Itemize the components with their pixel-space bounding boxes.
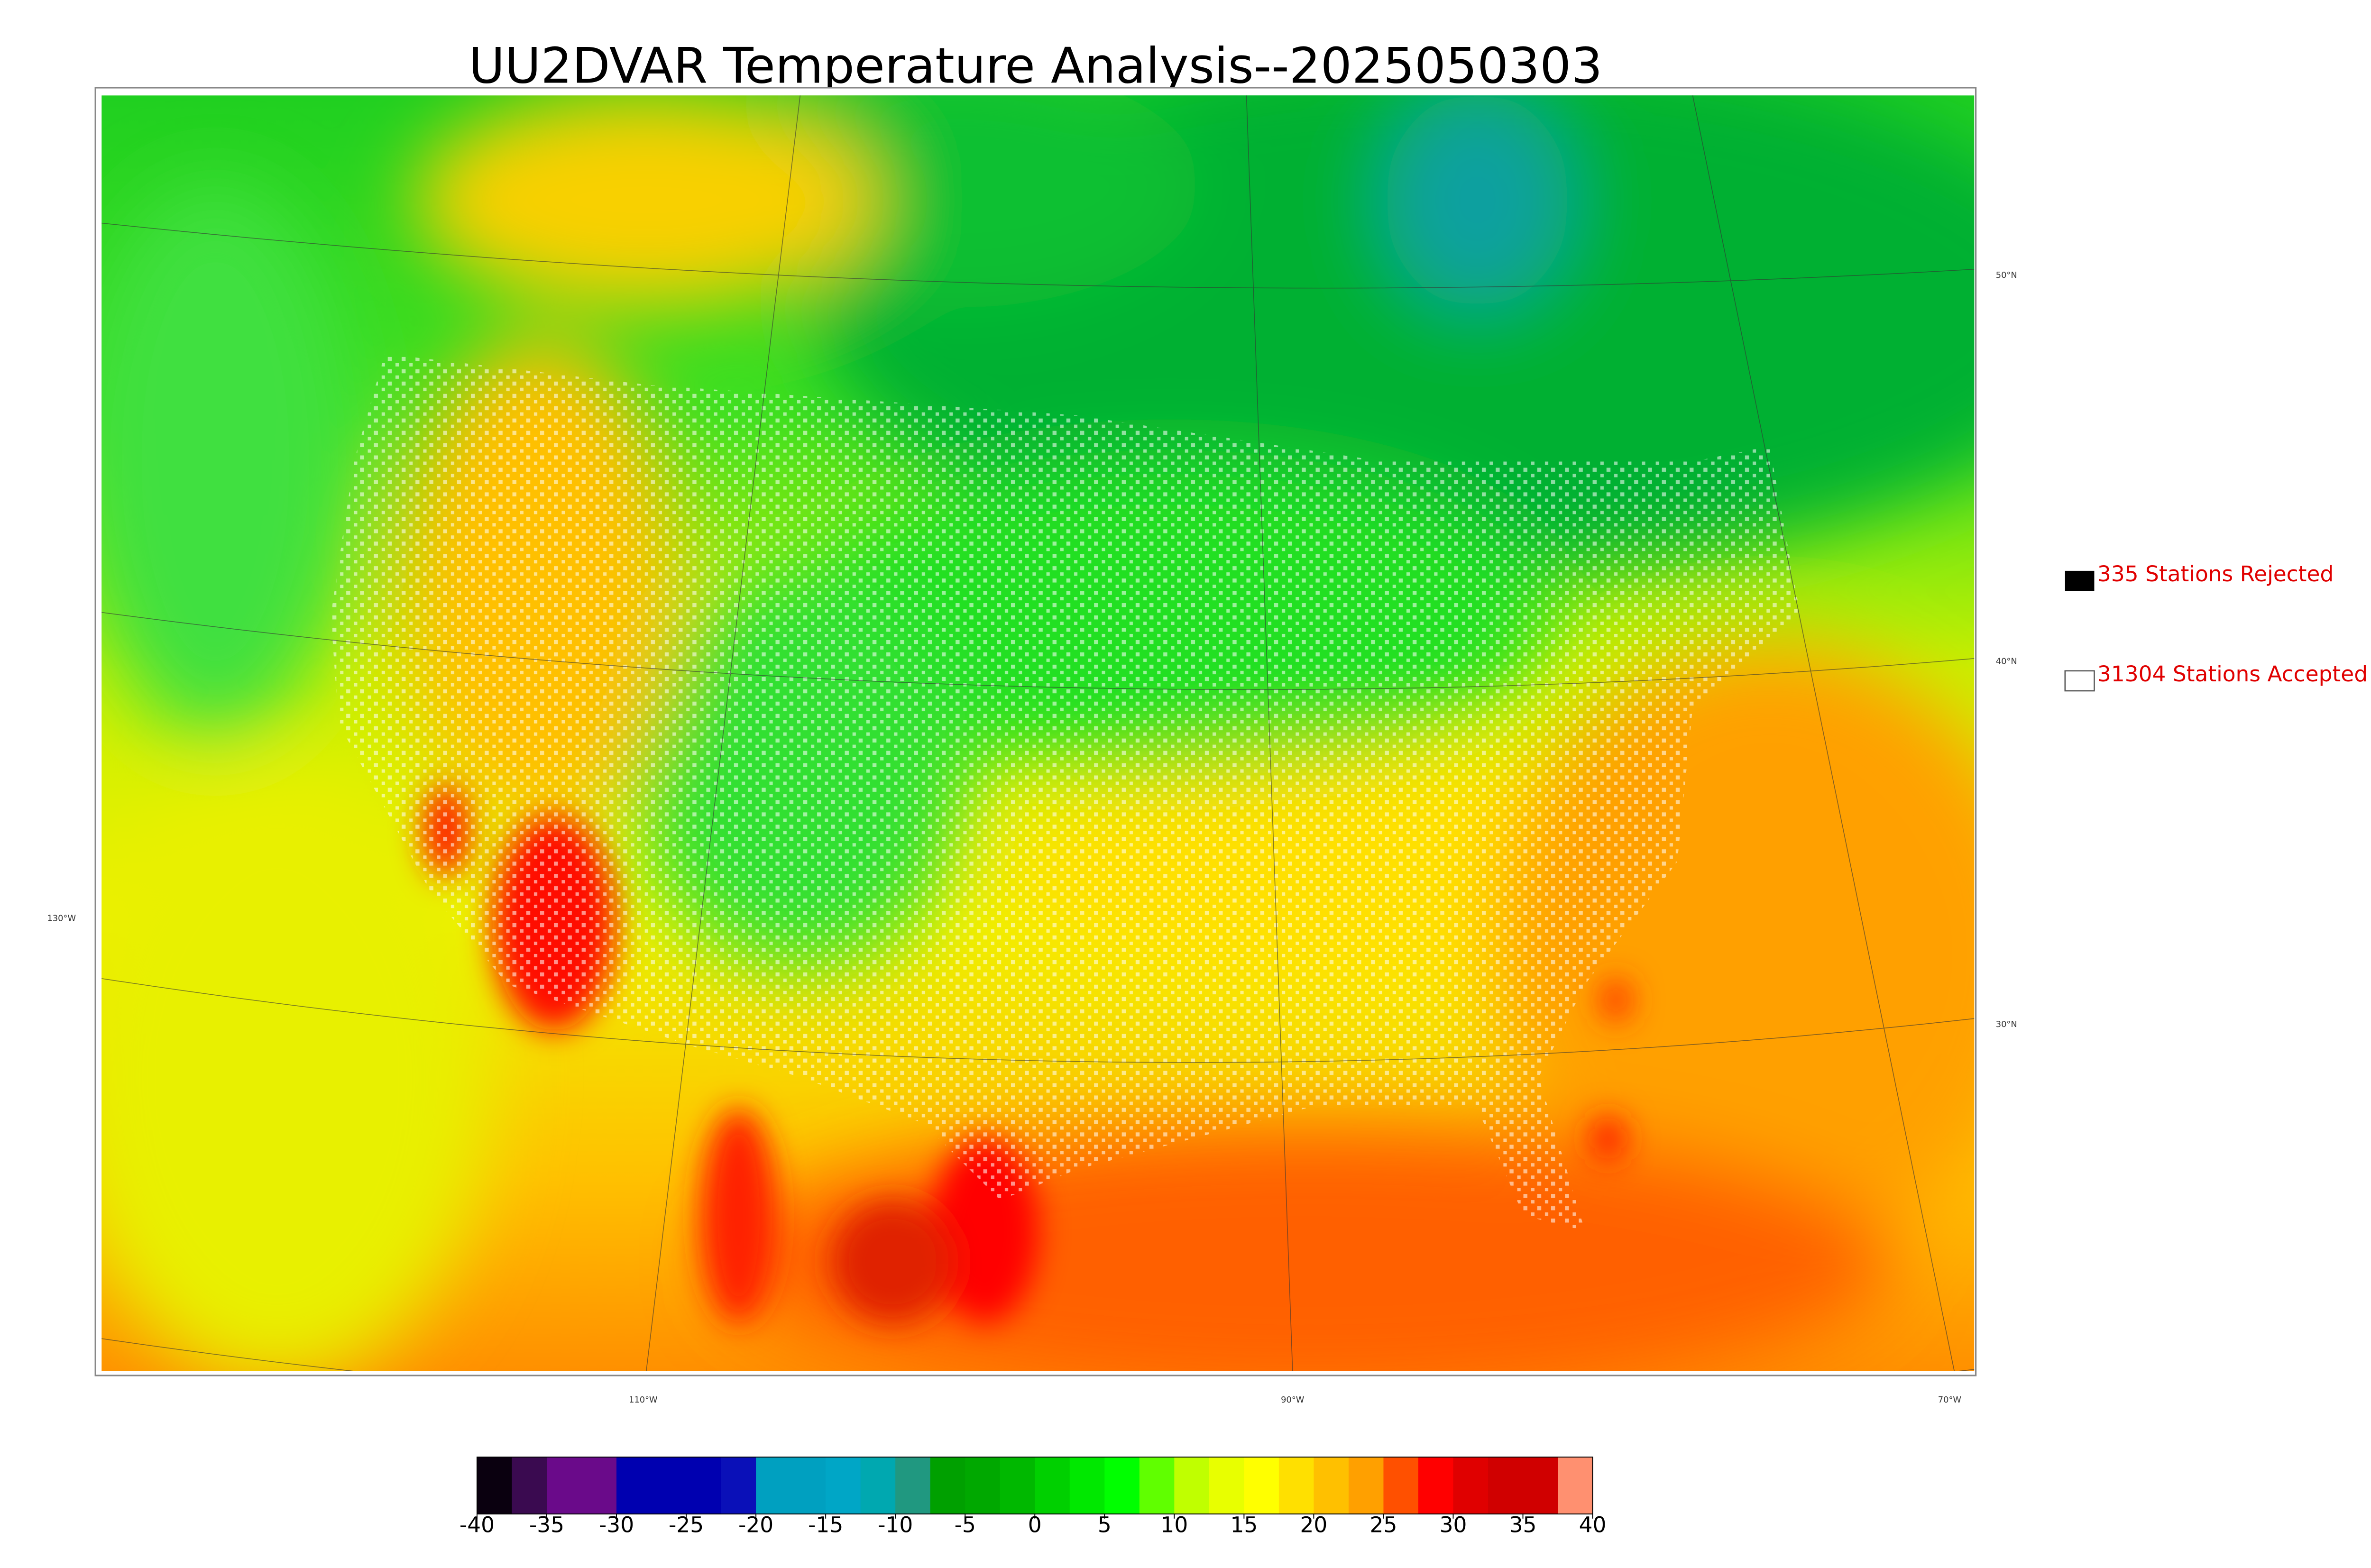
colorbar-segment bbox=[895, 1457, 931, 1514]
lat-label: 30°N bbox=[1996, 1019, 2017, 1029]
colorbar-segment bbox=[1314, 1457, 1349, 1514]
colorbar-tick-label: -40 bbox=[459, 1513, 495, 1538]
colorbar-segment bbox=[1104, 1457, 1140, 1514]
colorbar-tick-label: 5 bbox=[1098, 1513, 1112, 1538]
temperature-field bbox=[101, 95, 1975, 1371]
colorbar-segment bbox=[477, 1457, 513, 1514]
colorbar-segment bbox=[1174, 1457, 1210, 1514]
colorbar-segment bbox=[1348, 1457, 1384, 1514]
colorbar-tick-label: 20 bbox=[1300, 1513, 1328, 1538]
colorbar: -40 -35 -30 -25 -20 -15 -10 -5 0 5 10 15 20 25 30 35 40 bbox=[459, 1457, 1607, 1538]
colorbar-tick-label: 40 bbox=[1579, 1513, 1607, 1538]
colorbar-segment bbox=[1278, 1457, 1314, 1514]
colorbar-tick-label: -15 bbox=[808, 1513, 843, 1538]
legend-swatch bbox=[2065, 570, 2095, 591]
colorbar-segment bbox=[1244, 1457, 1279, 1514]
colorbar-segment bbox=[512, 1457, 547, 1514]
colorbar-segment bbox=[686, 1457, 722, 1514]
colorbar-segment bbox=[581, 1457, 617, 1514]
title: UU2DVAR Temperature Analysis--2025050303 bbox=[469, 37, 1603, 94]
lon-label: 110°W bbox=[629, 1395, 658, 1405]
colorbar-tick-label: -25 bbox=[669, 1513, 704, 1538]
station-dots bbox=[331, 354, 1801, 1231]
scaled-layer: UU2DVAR Temperature Analysis--2025050303 bbox=[47, 37, 2368, 1537]
legend-label: 335 Stations Rejected bbox=[2097, 561, 2334, 587]
colorbar-segment bbox=[546, 1457, 582, 1514]
colorbar-tick-label: 15 bbox=[1230, 1513, 1258, 1538]
colorbar-segment bbox=[1139, 1457, 1175, 1514]
colorbar-segment bbox=[1558, 1457, 1593, 1514]
legend-label: 31304 Stations Accepted bbox=[2097, 661, 2368, 687]
colorbar-segment bbox=[1035, 1457, 1070, 1514]
colorbar-segment bbox=[930, 1457, 966, 1514]
lat-label: 50°N bbox=[1996, 270, 2017, 280]
colorbar-segment bbox=[1383, 1457, 1419, 1514]
colorbar-segment bbox=[1453, 1457, 1489, 1514]
colorbar-tick-label: -5 bbox=[955, 1513, 976, 1538]
lon-label: 90°W bbox=[1281, 1395, 1305, 1405]
legend: 335 Stations Rejected 31304 Stations Acc… bbox=[2064, 561, 2368, 692]
colorbar-segment bbox=[826, 1457, 861, 1514]
colorbar-tick-label: 10 bbox=[1160, 1513, 1188, 1538]
legend-swatch bbox=[2064, 670, 2095, 692]
lon-label: 130°W bbox=[47, 913, 76, 923]
colorbar-tick-label: 0 bbox=[1028, 1513, 1042, 1538]
colorbar-tick-label: -35 bbox=[529, 1513, 564, 1538]
coordinate-labels: 50°N 40°N 30°N 130°W 110°W 90°W 70°W bbox=[47, 270, 2017, 1405]
colorbar-segment bbox=[721, 1457, 757, 1514]
colorbar-segment bbox=[756, 1457, 791, 1514]
colorbar-segment bbox=[651, 1457, 687, 1514]
colorbar-tick-label: 35 bbox=[1509, 1513, 1537, 1538]
colorbar-segment bbox=[1209, 1457, 1245, 1514]
colorbar-segment bbox=[1488, 1457, 1524, 1514]
lat-label: 40°N bbox=[1996, 656, 2017, 666]
colorbar-tick-label: -20 bbox=[738, 1513, 773, 1538]
colorbar-segment bbox=[1000, 1457, 1036, 1514]
colorbar-segment bbox=[965, 1457, 1001, 1514]
colorbar-segment bbox=[860, 1457, 896, 1514]
graticule bbox=[101, 95, 1975, 1371]
colorbar-segment bbox=[1418, 1457, 1454, 1514]
lon-label: 70°W bbox=[1938, 1395, 1962, 1405]
colorbar-segment bbox=[790, 1457, 827, 1514]
colorbar-tick-label: 25 bbox=[1370, 1513, 1397, 1538]
colorbar-tick-label: 30 bbox=[1440, 1513, 1467, 1538]
colorbar-segment bbox=[616, 1457, 652, 1514]
colorbar-tick-label: -10 bbox=[878, 1513, 913, 1538]
colorbar-segment bbox=[1523, 1457, 1559, 1514]
colorbar-segment bbox=[1069, 1457, 1105, 1514]
colorbar-tick-label: -30 bbox=[599, 1513, 634, 1538]
